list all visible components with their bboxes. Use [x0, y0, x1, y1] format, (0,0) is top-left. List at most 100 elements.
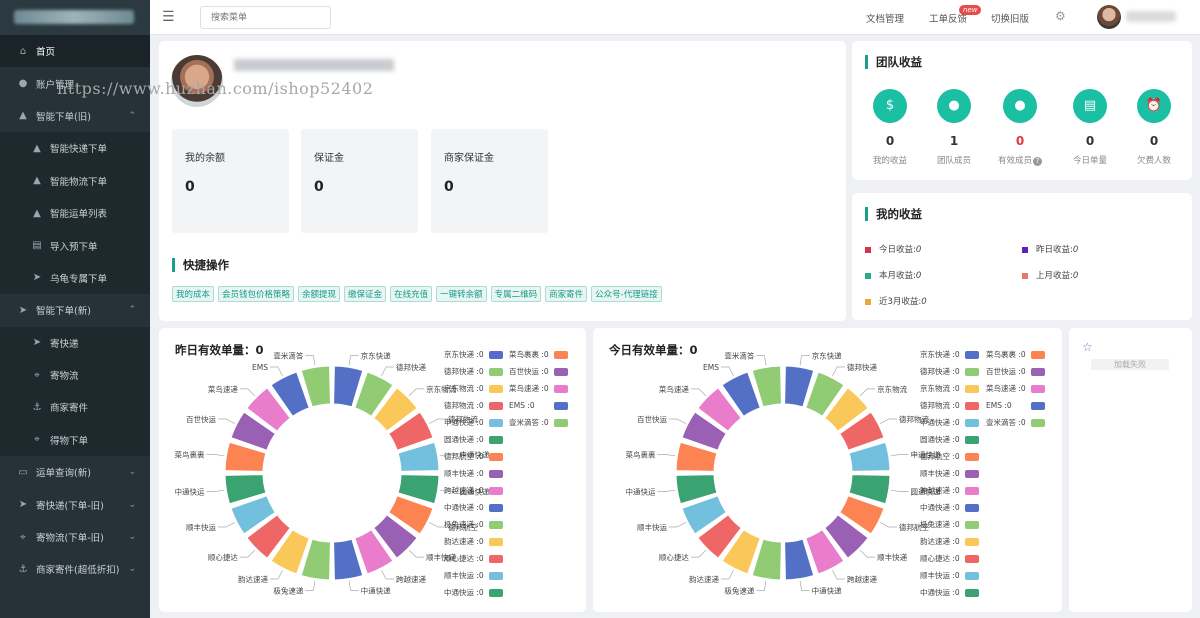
legend-swatch[interactable]: [489, 504, 503, 512]
sidebar-item[interactable]: ⚓ 商家寄件: [0, 391, 150, 424]
pie-slice[interactable]: [848, 441, 891, 472]
sidebar-item[interactable]: ➤ 寄快递(下单-旧) ⌄: [0, 488, 150, 520]
pie-slice[interactable]: [373, 387, 418, 432]
legend-label[interactable]: 跨越速递 :0: [444, 485, 484, 495]
legend-swatch[interactable]: [489, 368, 503, 376]
legend-swatch[interactable]: [489, 419, 503, 427]
legend-swatch[interactable]: [1031, 351, 1045, 359]
legend-label[interactable]: 中通快递 :0: [444, 502, 484, 512]
legend-swatch[interactable]: [965, 351, 979, 359]
sidebar-item[interactable]: ▲ 智能快递下单: [0, 132, 150, 165]
pie-slice[interactable]: [270, 529, 310, 575]
sidebar-item[interactable]: ▲ 智能下单(旧) ⌃: [0, 100, 150, 132]
legend-swatch[interactable]: [554, 419, 568, 427]
legend-swatch[interactable]: [965, 402, 979, 410]
pie-slice[interactable]: [373, 514, 418, 559]
pie-slice[interactable]: [681, 411, 727, 451]
pie-slice[interactable]: [333, 538, 364, 581]
sidebar-item[interactable]: ▭ 运单查询(新) ⌄: [0, 456, 150, 488]
legend-label[interactable]: 壹米滴答 :0: [986, 417, 1026, 427]
sidebar-item[interactable]: ⚓ 商家寄件(超低折扣) ⌄: [0, 553, 150, 585]
sidebar-item[interactable]: ⌂ 首页: [0, 35, 150, 68]
legend-swatch[interactable]: [489, 385, 503, 393]
sidebar-item[interactable]: ▤ 导入预下单: [0, 229, 150, 262]
legend-swatch[interactable]: [1031, 402, 1045, 410]
legend-swatch[interactable]: [1031, 419, 1045, 427]
legend-label[interactable]: 德邦航空 :0: [920, 451, 960, 461]
quick-action-button[interactable]: 会员钱包价格策略: [218, 286, 295, 302]
logo[interactable]: [0, 0, 150, 35]
sidebar-item[interactable]: ▲ 智能运单列表: [0, 196, 150, 230]
legend-label[interactable]: 百世快运 :0: [509, 366, 549, 376]
legend-label[interactable]: 京东快递 :0: [444, 349, 484, 359]
quick-action-button[interactable]: 一键转余额: [436, 286, 487, 302]
pie-slice[interactable]: [230, 495, 276, 535]
pie-slice[interactable]: [839, 495, 885, 535]
menu-toggle-icon[interactable]: ☰: [162, 9, 175, 25]
legend-swatch[interactable]: [965, 385, 979, 393]
switch-old-link[interactable]: 切换旧版: [991, 14, 1030, 25]
pie-slice[interactable]: [681, 495, 727, 535]
avatar[interactable]: [1097, 5, 1121, 29]
pie-slice[interactable]: [824, 387, 869, 432]
pie-slice[interactable]: [224, 474, 267, 505]
legend-swatch[interactable]: [965, 368, 979, 376]
legend-label[interactable]: 顺丰快运 :0: [920, 570, 960, 580]
pie-slice[interactable]: [270, 371, 310, 417]
legend-label[interactable]: 圆通快递 :0: [444, 434, 484, 444]
legend-swatch[interactable]: [1031, 385, 1045, 393]
legend-label[interactable]: 跨越速递 :0: [920, 485, 960, 495]
quick-action-button[interactable]: 我的成本: [172, 286, 215, 302]
pie-slice[interactable]: [805, 371, 845, 417]
pie-slice[interactable]: [300, 365, 331, 408]
pie-slice[interactable]: [354, 371, 394, 417]
docs-link[interactable]: 文档管理: [866, 14, 905, 25]
sidebar-item[interactable]: ➤ 寄快递: [0, 326, 150, 359]
legend-swatch[interactable]: [489, 555, 503, 563]
legend-label[interactable]: 中通快运 :0: [444, 587, 484, 597]
legend-label[interactable]: 京东物流 :0: [444, 383, 484, 393]
pie-slice[interactable]: [675, 474, 718, 505]
legend-swatch[interactable]: [965, 521, 979, 529]
pie-slice[interactable]: [697, 387, 742, 432]
legend-swatch[interactable]: [965, 419, 979, 427]
legend-label[interactable]: 顺心捷达 :0: [920, 553, 960, 563]
legend-label[interactable]: 百世快运 :0: [986, 366, 1026, 376]
sidebar-item[interactable]: ● 账户管理: [0, 67, 150, 99]
sidebar-item[interactable]: ▲ 智能物流下单: [0, 164, 150, 197]
pie-slice[interactable]: [721, 529, 761, 575]
legend-label[interactable]: 顺丰快递 :0: [444, 468, 484, 478]
pie-slice[interactable]: [388, 495, 434, 535]
quick-action-button[interactable]: 缴保证金: [344, 286, 387, 302]
legend-swatch[interactable]: [965, 538, 979, 546]
legend-label[interactable]: 中通快运 :0: [920, 587, 960, 597]
legend-label[interactable]: 申通快递 :0: [444, 417, 484, 427]
legend-label[interactable]: 申通快递 :0: [920, 417, 960, 427]
legend-swatch[interactable]: [965, 504, 979, 512]
legend-swatch[interactable]: [489, 470, 503, 478]
legend-swatch[interactable]: [489, 521, 503, 529]
pie-slice[interactable]: [751, 538, 782, 581]
legend-swatch[interactable]: [965, 589, 979, 597]
feedback-link[interactable]: 工单反馈: [929, 14, 968, 25]
pie-slice[interactable]: [397, 441, 440, 472]
legend-label[interactable]: 德邦物流 :0: [920, 400, 960, 410]
legend-swatch[interactable]: [965, 487, 979, 495]
legend-swatch[interactable]: [489, 453, 503, 461]
legend-swatch[interactable]: [554, 351, 568, 359]
legend-label[interactable]: 极兔速递 :0: [920, 519, 960, 529]
legend-label[interactable]: 极兔速递 :0: [444, 519, 484, 529]
pie-slice[interactable]: [784, 538, 815, 581]
legend-label[interactable]: 菜鸟裹裹 :0: [509, 349, 549, 359]
pie-slice[interactable]: [397, 474, 440, 505]
legend-swatch[interactable]: [489, 351, 503, 359]
legend-label[interactable]: 顺心捷达 :0: [444, 553, 484, 563]
pie-slice[interactable]: [721, 371, 761, 417]
legend-swatch[interactable]: [554, 402, 568, 410]
legend-swatch[interactable]: [965, 436, 979, 444]
quick-action-button[interactable]: 公众号-代理链接: [591, 286, 662, 302]
pie-slice[interactable]: [388, 411, 434, 451]
pie-slice[interactable]: [246, 387, 291, 432]
legend-swatch[interactable]: [489, 402, 503, 410]
legend-label[interactable]: 德邦快递 :0: [920, 366, 960, 376]
